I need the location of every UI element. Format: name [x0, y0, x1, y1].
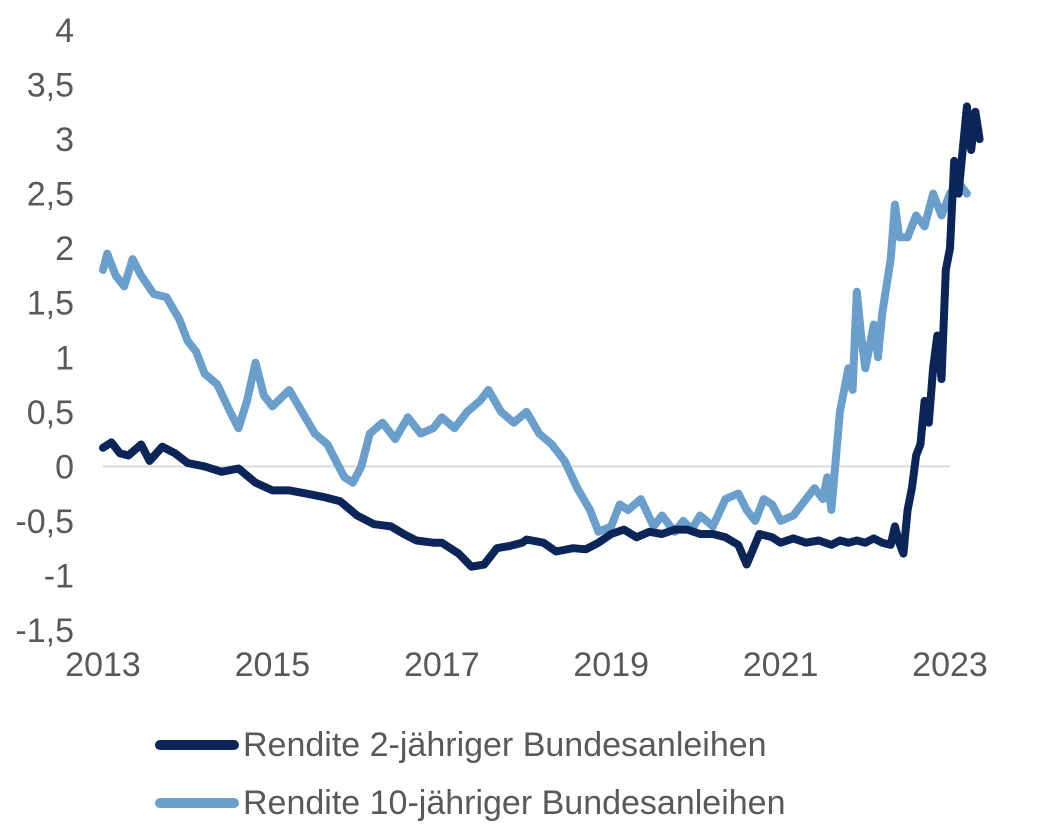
- x-tick-label: 2015: [235, 646, 311, 684]
- y-tick-label: 1,5: [27, 285, 74, 323]
- y-tick-label: 2: [55, 230, 74, 268]
- x-tick-label: 2021: [743, 646, 819, 684]
- series-layer: [99, 102, 984, 571]
- y-tick-label: 4: [55, 12, 74, 50]
- y-tick-label: -0,5: [15, 503, 74, 541]
- legend-label-10y: Rendite 10-jähriger Bundesanleihen: [243, 783, 786, 822]
- y-tick-label: 0: [55, 448, 74, 486]
- y-tick-label: 3: [55, 121, 74, 159]
- series-line-10y: [99, 178, 971, 536]
- y-tick-label: -1,5: [15, 612, 74, 650]
- y-tick-label: 3,5: [27, 67, 74, 105]
- y-tick-label: 1: [55, 339, 74, 377]
- y-tick-label: 2,5: [27, 176, 74, 214]
- legend-swatch-2y: [155, 740, 239, 750]
- y-axis-ticks: 4 3,5 3 2,5 2 1,5 1 0,5 0 -0,5 -1 -1,5: [15, 12, 74, 650]
- x-tick-label: 2017: [404, 646, 480, 684]
- legend-item-10y: Rendite 10-jähriger Bundesanleihen: [155, 774, 786, 832]
- y-tick-label: 0,5: [27, 394, 74, 432]
- y-tick-label: -1: [44, 557, 74, 595]
- legend: Rendite 2-jähriger Bundesanleihen Rendit…: [155, 716, 786, 832]
- x-axis-ticks: 2013 2015 2017 2019 2021 2023: [65, 646, 988, 684]
- x-tick-label: 2023: [912, 646, 988, 684]
- legend-label-2y: Rendite 2-jähriger Bundesanleihen: [243, 725, 767, 764]
- legend-swatch-10y: [155, 798, 239, 808]
- x-tick-label: 2019: [573, 646, 649, 684]
- legend-item-2y: Rendite 2-jähriger Bundesanleihen: [155, 716, 786, 774]
- x-tick-label: 2013: [65, 646, 141, 684]
- series-line-2y: [99, 102, 984, 571]
